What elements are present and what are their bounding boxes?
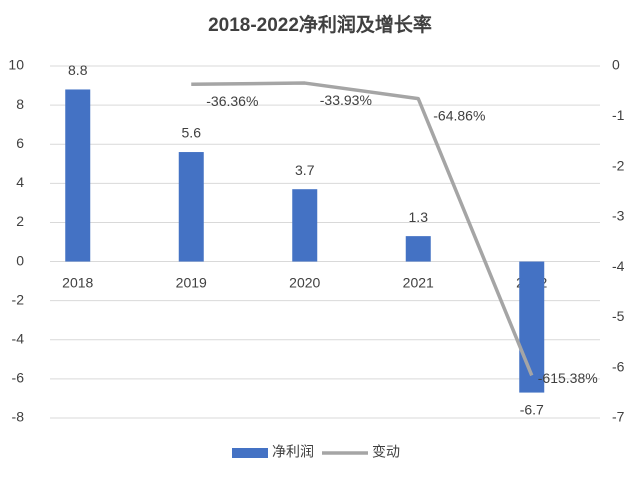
bar [519, 261, 545, 393]
y-tick-label: -6 [12, 370, 25, 386]
bar [65, 89, 91, 262]
chart-title: 2018-2022净利润及增长率 [208, 13, 432, 36]
y2-tick-label: -4 [612, 258, 625, 274]
x-tick-label: 2018 [62, 274, 93, 290]
data-label: 5.6 [182, 125, 202, 141]
y2-tick-label: -5 [612, 308, 625, 324]
y-tick-label: -4 [12, 330, 25, 346]
y2-tick-label: 0 [612, 57, 620, 73]
y2-tick-label: -6 [612, 358, 625, 374]
bar [178, 152, 204, 262]
data-label: 1.3 [409, 209, 429, 225]
y-tick-label: -8 [12, 409, 25, 425]
data-label: 3.7 [295, 162, 315, 178]
y2-tick-label: -7 [612, 409, 625, 425]
y-tick-label: 6 [16, 135, 24, 151]
data-label: -6.7 [520, 401, 544, 417]
y2-tick-label: -1 [612, 107, 625, 123]
y2-tick-label: -2 [612, 157, 625, 173]
data-label: 8.8 [68, 62, 88, 78]
y2-tick-label: -3 [612, 208, 625, 224]
x-tick-label: 2020 [289, 274, 320, 290]
y-tick-label: 10 [8, 57, 24, 73]
line-label: -64.86% [433, 107, 485, 123]
y-tick-label: 0 [16, 252, 24, 268]
legend-label: 净利润 [272, 444, 314, 460]
x-tick-label: 2021 [403, 274, 434, 290]
y-tick-label: 4 [16, 174, 24, 190]
bar [405, 236, 431, 262]
y-tick-label: 8 [16, 96, 24, 112]
line-label: -36.36% [206, 93, 258, 109]
line-label: -33.93% [320, 92, 372, 108]
y-tick-label: -2 [12, 291, 25, 307]
line-label: -615.38% [538, 370, 598, 386]
line [191, 81, 534, 377]
legend-label: 变动 [372, 444, 400, 460]
x-tick-label: 2019 [176, 274, 207, 290]
legend-swatch [232, 448, 268, 458]
y-tick-label: 2 [16, 213, 24, 229]
bar [292, 189, 318, 262]
